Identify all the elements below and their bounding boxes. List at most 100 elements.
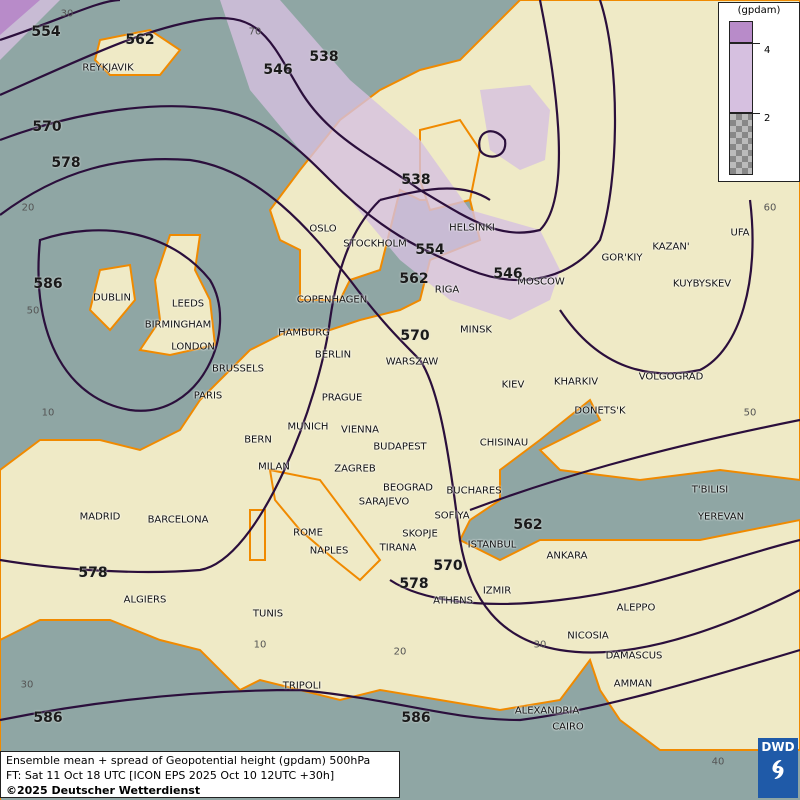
city-label: BERN [244, 434, 272, 446]
info-box: Ensemble mean + spread of Geopotential h… [0, 751, 400, 798]
city-label: SOFIYA [434, 510, 470, 522]
city-label: KIEV [501, 379, 525, 391]
land-ireland [88, 263, 137, 332]
city-label: TRIPOLI [282, 680, 322, 692]
contour-label: 586 [33, 710, 63, 726]
city-label: UFA [730, 227, 750, 239]
city-label: LEEDS [171, 298, 205, 310]
graticule-label: 20 [21, 202, 35, 214]
city-label: DAMASCUS [605, 650, 663, 662]
city-label: RIGA [434, 284, 460, 296]
city-label: WARSZAW [385, 356, 439, 368]
city-label: MUNICH [287, 421, 329, 433]
contour-label: 546 [263, 62, 293, 78]
city-label: COPENHAGEN [296, 294, 368, 306]
city-label: ALGIERS [123, 594, 167, 606]
city-label: TIRANA [379, 542, 417, 554]
city-label: NAPLES [309, 545, 349, 557]
city-label: SARAJEVO [358, 496, 410, 508]
city-label: KUYBYSKEV [672, 278, 732, 290]
info-title: Ensemble mean + spread of Geopotential h… [6, 754, 371, 767]
spread-shading [0, 0, 560, 320]
city-label: BUDAPEST [373, 441, 427, 453]
city-label: REYKJAVIK [82, 62, 134, 74]
contour-label: 570 [32, 119, 62, 135]
city-label: T'BILISI [691, 484, 729, 496]
city-label: VOLGOGRAD [638, 371, 704, 383]
city-label: PRAGUE [321, 392, 363, 404]
city-label: KAZAN' [652, 241, 690, 253]
city-label: DONETS'K [574, 405, 626, 417]
legend-tick-label: 2 [764, 113, 771, 124]
graticule-label: 50 [26, 305, 40, 317]
info-forecast-time: FT: Sat 11 Oct 18 UTC [ICON EPS 2025 Oct… [6, 769, 335, 782]
legend-swatch-low [729, 113, 753, 175]
legend-swatch-mid [729, 43, 753, 113]
graticule-label: 20 [393, 646, 407, 658]
city-label: MINSK [460, 324, 492, 336]
contour-label: 562 [513, 517, 543, 533]
city-label: ALEXANDRIA [514, 705, 580, 717]
legend-swatch-high [729, 21, 753, 43]
city-label: ROME [293, 527, 323, 539]
legend-tick-label: 4 [764, 45, 771, 56]
contour-label: 570 [433, 558, 463, 574]
city-label: IZMIR [482, 585, 512, 597]
city-label: DUBLIN [93, 292, 131, 304]
city-label: ANKARA [546, 550, 588, 562]
city-label: MADRID [79, 511, 121, 523]
city-label: NICOSIA [567, 630, 609, 642]
city-label: MOSCOW [517, 276, 565, 288]
legend-tick [753, 113, 760, 114]
graticule-label: 70 [248, 26, 262, 38]
city-label: SKOPJE [402, 528, 438, 540]
land-iceland [93, 28, 182, 76]
contour-label: 586 [401, 710, 431, 726]
graticule-label: 10 [253, 639, 267, 651]
city-label: ZAGREB [334, 463, 376, 475]
graticule-label: 50 [743, 407, 757, 419]
legend-unit: (gpdam) [737, 5, 781, 16]
contour-label: 578 [78, 565, 108, 581]
contour-label: 562 [399, 271, 429, 287]
city-label: BEOGRAD [383, 482, 433, 494]
city-label: BIRMINGHAM [144, 319, 212, 331]
legend-tick [753, 43, 760, 44]
graticule-label: 30 [533, 639, 547, 651]
city-label: AMMAN [613, 678, 653, 690]
city-label: ATHENS [433, 595, 473, 607]
city-label: BRUSSELS [211, 363, 265, 375]
contours [0, 0, 800, 722]
city-label: ALEPPO [616, 602, 656, 614]
city-label: BUCHARES [446, 485, 502, 497]
city-label: PARIS [193, 390, 223, 402]
graticule-label: 30 [20, 679, 34, 691]
city-label: ISTANBUL [467, 539, 517, 551]
city-label: STOCKHOLM [343, 238, 407, 250]
city-label: LONDON [171, 341, 215, 353]
contour-label: 578 [399, 576, 429, 592]
city-label: YEREVAN [697, 511, 745, 523]
city-label: CHISINAU [479, 437, 529, 449]
contour-label: 562 [125, 32, 155, 48]
land-britain [138, 234, 217, 357]
legend: (gpdam) 4 2 [718, 2, 800, 182]
graticule-label: 40 [711, 756, 725, 768]
contour-label: 538 [401, 172, 431, 188]
city-label: TUNIS [252, 608, 284, 620]
contour-label: 554 [415, 242, 445, 258]
graticule-label: 30 [60, 8, 74, 20]
land-sardinia [249, 509, 266, 561]
contour-label: 546 [493, 266, 523, 282]
city-label: OSLO [309, 223, 337, 235]
contour-label: 570 [400, 328, 430, 344]
spread-high [0, 0, 40, 35]
logo-text: DWD [761, 740, 795, 754]
city-label: VIENNA [341, 424, 379, 436]
info-copyright: ©2025 Deutscher Wetterdienst [6, 784, 201, 797]
city-label: BERLIN [314, 349, 352, 361]
city-label: KHARKIV [553, 376, 599, 388]
dwd-logo: DWD 🌀︎ [758, 738, 798, 798]
